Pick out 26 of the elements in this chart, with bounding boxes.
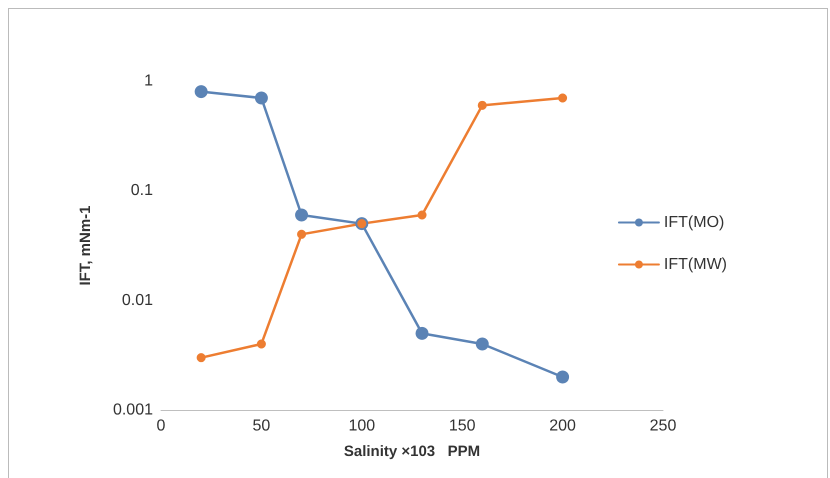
y-tick-label: 0.1 bbox=[130, 182, 154, 200]
point bbox=[254, 91, 268, 104]
point bbox=[478, 100, 487, 110]
point bbox=[416, 326, 429, 340]
x-tick-label: 50 bbox=[252, 418, 270, 434]
point bbox=[297, 230, 306, 239]
point bbox=[418, 210, 427, 220]
y-tick-label: 0.001 bbox=[112, 402, 154, 418]
x-tick-label: 200 bbox=[549, 418, 576, 434]
y-tick-label: 1 bbox=[144, 72, 154, 90]
y-axis-title: IFT, mNm-1 bbox=[77, 205, 94, 286]
legend-label: IFT(MO) bbox=[664, 214, 724, 231]
legend-label: IFT(MW) bbox=[664, 256, 727, 273]
point bbox=[196, 353, 206, 362]
point bbox=[476, 337, 489, 350]
x-tick-label: 100 bbox=[348, 418, 376, 434]
point bbox=[295, 208, 308, 222]
point bbox=[556, 370, 570, 384]
x-axis-title: Salinity ×103 PPM bbox=[344, 443, 480, 460]
point bbox=[558, 93, 568, 102]
y-tick-label: 0.01 bbox=[122, 292, 154, 309]
point bbox=[256, 339, 266, 348]
x-tick-label: 250 bbox=[650, 418, 676, 434]
x-tick-label: 0 bbox=[156, 418, 166, 434]
x-tick-label: 150 bbox=[448, 418, 476, 434]
point bbox=[194, 85, 208, 98]
